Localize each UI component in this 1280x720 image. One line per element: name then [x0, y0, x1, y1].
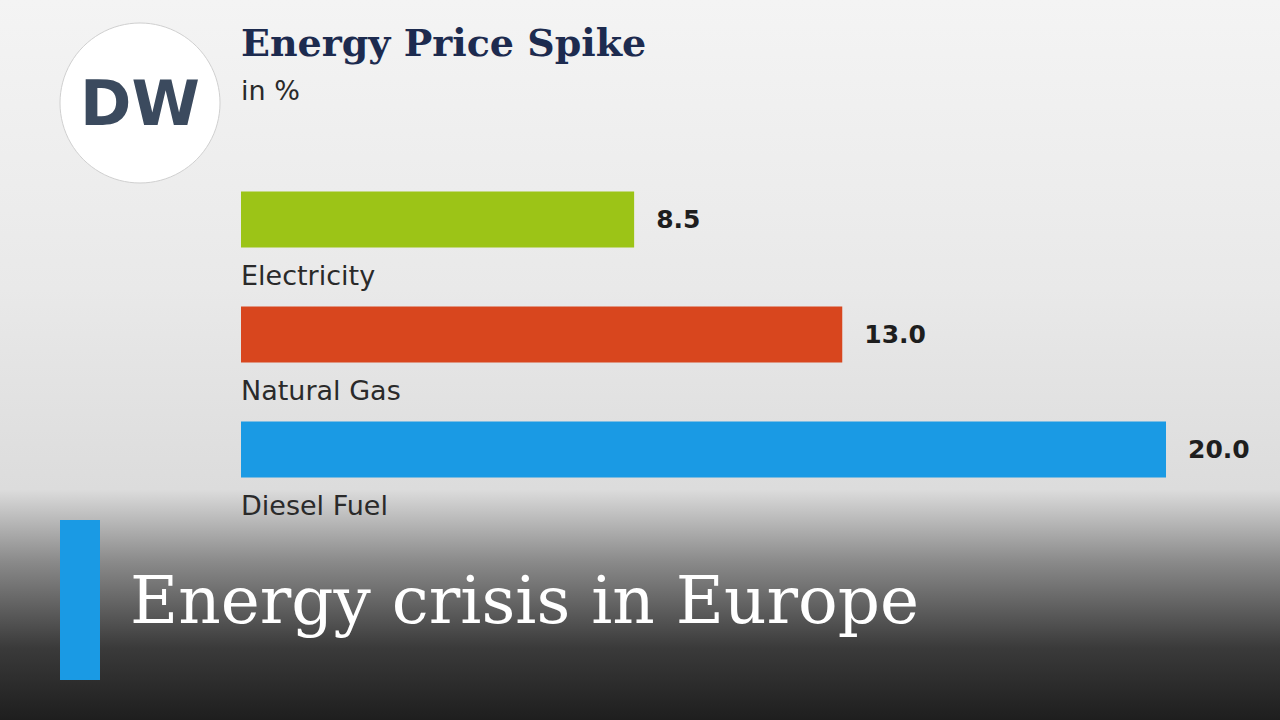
svg-text:DW: DW: [80, 67, 200, 140]
svg-text:in %: in %: [241, 75, 300, 106]
svg-text:Energy Price Spike: Energy Price Spike: [241, 20, 646, 65]
svg-text:Diesel Fuel: Diesel Fuel: [241, 490, 388, 521]
svg-text:Energy crisis in Europe: Energy crisis in Europe: [130, 562, 919, 639]
svg-text:Natural Gas: Natural Gas: [241, 375, 401, 406]
svg-text:8.5: 8.5: [656, 205, 700, 234]
svg-text:13.0: 13.0: [864, 320, 926, 349]
svg-text:20.0: 20.0: [1188, 435, 1250, 464]
svg-text:Electricity: Electricity: [241, 260, 375, 291]
